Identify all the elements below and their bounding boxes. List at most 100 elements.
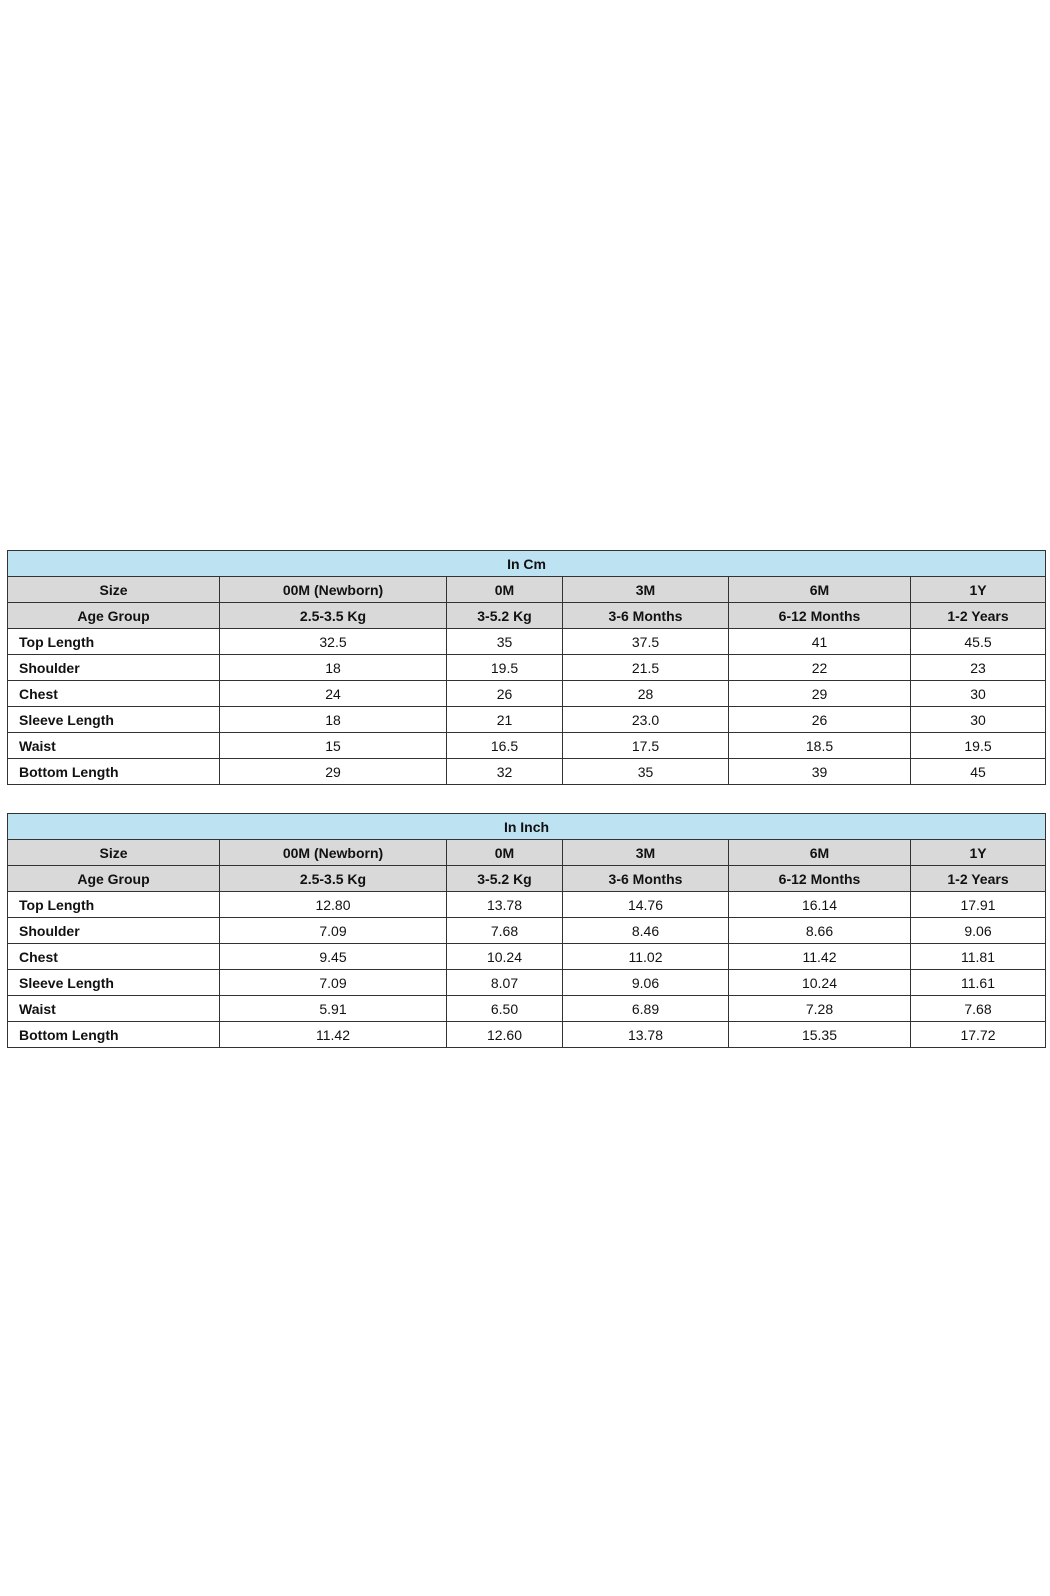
measurement-cell: 10.24 (446, 943, 563, 970)
age-group-cell: 6-12 Months (728, 865, 911, 892)
measurement-cell: 7.09 (219, 969, 447, 996)
measurement-cell: 9.06 (910, 917, 1046, 944)
age-group-cell: 6-12 Months (728, 602, 911, 629)
measurement-cell: 24 (219, 680, 447, 707)
table-title: In Cm (6, 550, 1047, 577)
row-label: Waist (7, 732, 220, 759)
table-title-row: In Inch (7, 813, 1046, 840)
table-row: Sleeve Length 18 21 23.0 26 30 (7, 706, 1047, 733)
measurement-cell: 21.5 (562, 654, 729, 681)
measurement-cell: 15 (219, 732, 447, 759)
measurement-cell: 28 (562, 680, 729, 707)
measurement-cell: 17.5 (562, 732, 729, 759)
measurement-cell: 19.5 (446, 654, 563, 681)
table-row: Bottom Length 29 32 35 39 45 (7, 758, 1047, 785)
age-group-cell: Age Group (7, 602, 220, 629)
measurement-cell: 8.07 (446, 969, 563, 996)
table-row: Chest 24 26 28 29 30 (7, 680, 1047, 707)
measurement-cell: 45.5 (909, 628, 1047, 655)
measurement-cell: 19.5 (909, 732, 1047, 759)
row-label: Waist (7, 995, 220, 1022)
measurement-cell: 30 (909, 680, 1047, 707)
measurement-cell: 11.61 (910, 969, 1046, 996)
table-row: Bottom Length 11.42 12.60 13.78 15.35 17.72 (7, 1021, 1046, 1048)
table-row: Waist 5.91 6.50 6.89 7.28 7.68 (7, 995, 1046, 1022)
measurement-cell: 5.91 (219, 995, 447, 1022)
measurement-cell: 26 (446, 680, 563, 707)
measurement-cell: 14.76 (562, 891, 729, 918)
row-label: Chest (7, 943, 220, 970)
measurement-cell: 6.89 (562, 995, 729, 1022)
column-header: Size (7, 839, 220, 866)
measurement-cell: 7.09 (219, 917, 447, 944)
table-row: Sleeve Length 7.09 8.07 9.06 10.24 11.61 (7, 969, 1046, 996)
measurement-cell: 37.5 (562, 628, 729, 655)
age-group-cell: 3-6 Months (562, 602, 729, 629)
measurement-cell: 35 (562, 758, 729, 785)
age-group-cell: 2.5-3.5 Kg (219, 865, 447, 892)
measurement-cell: 11.02 (562, 943, 729, 970)
measurement-cell: 13.78 (446, 891, 563, 918)
measurement-cell: 39 (728, 758, 911, 785)
size-header-row: Size 00M (Newborn) 0M 3M 6M 1Y (7, 576, 1047, 603)
row-label: Shoulder (7, 654, 220, 681)
measurement-cell: 29 (728, 680, 911, 707)
row-label: Top Length (7, 891, 220, 918)
age-group-row: Age Group 2.5-3.5 Kg 3-5.2 Kg 3-6 Months 6-1… (7, 865, 1046, 892)
row-label: Bottom Length (7, 1021, 220, 1048)
table-row: Waist 15 16.5 17.5 18.5 19.5 (7, 732, 1047, 759)
measurement-cell: 13.78 (562, 1021, 729, 1048)
measurement-cell: 11.42 (728, 943, 911, 970)
age-group-cell: 3-5.2 Kg (446, 865, 563, 892)
measurement-cell: 18.5 (728, 732, 911, 759)
measurement-cell: 7.68 (910, 995, 1046, 1022)
table-title-row: In Cm (6, 550, 1047, 577)
column-header: 3M (562, 576, 729, 603)
measurement-cell: 7.28 (728, 995, 911, 1022)
measurement-cell: 17.72 (910, 1021, 1046, 1048)
column-header: 0M (446, 839, 563, 866)
measurement-cell: 41 (728, 628, 911, 655)
measurement-cell: 10.24 (728, 969, 911, 996)
measurement-cell: 17.91 (910, 891, 1046, 918)
column-header: 00M (Newborn) (219, 839, 447, 866)
row-label: Bottom Length (7, 758, 220, 785)
measurement-cell: 18 (219, 654, 447, 681)
measurement-cell: 16.14 (728, 891, 911, 918)
table-title: In Inch (7, 813, 1046, 840)
age-group-cell: 2.5-3.5 Kg (219, 602, 447, 629)
measurement-cell: 30 (909, 706, 1047, 733)
measurement-cell: 8.66 (728, 917, 911, 944)
age-group-cell: 1-2 Years (910, 865, 1046, 892)
measurement-cell: 9.45 (219, 943, 447, 970)
measurement-cell: 8.46 (562, 917, 729, 944)
measurement-cell: 32.5 (219, 628, 447, 655)
measurement-cell: 15.35 (728, 1021, 911, 1048)
age-group-cell: 1-2 Years (909, 602, 1047, 629)
row-label: Top Length (7, 628, 220, 655)
row-label: Sleeve Length (7, 969, 220, 996)
measurement-cell: 6.50 (446, 995, 563, 1022)
size-header-row: Size 00M (Newborn) 0M 3M 6M 1Y (7, 839, 1046, 866)
table-row: Top Length 12.80 13.78 14.76 16.14 17.91 (7, 891, 1046, 918)
measurement-cell: 16.5 (446, 732, 563, 759)
size-table-inch: In Inch Size 00M (Newborn) 0M 3M 6M 1Y Age Grou… (7, 813, 1046, 1048)
measurement-cell: 11.42 (219, 1021, 447, 1048)
measurement-cell: 11.81 (910, 943, 1046, 970)
measurement-cell: 12.60 (446, 1021, 563, 1048)
row-label: Chest (7, 680, 220, 707)
column-header: 6M (728, 839, 911, 866)
measurement-cell: 22 (728, 654, 911, 681)
measurement-cell: 7.68 (446, 917, 563, 944)
table-row: Shoulder 18 19.5 21.5 22 23 (7, 654, 1047, 681)
row-label: Sleeve Length (7, 706, 220, 733)
column-header: 00M (Newborn) (219, 576, 447, 603)
measurement-cell: 26 (728, 706, 911, 733)
age-group-row: Age Group 2.5-3.5 Kg 3-5.2 Kg 3-6 Months 6-1… (7, 602, 1047, 629)
column-header: Size (7, 576, 220, 603)
measurement-cell: 35 (446, 628, 563, 655)
measurement-cell: 23 (909, 654, 1047, 681)
column-header: 6M (728, 576, 911, 603)
measurement-cell: 18 (219, 706, 447, 733)
measurement-cell: 12.80 (219, 891, 447, 918)
